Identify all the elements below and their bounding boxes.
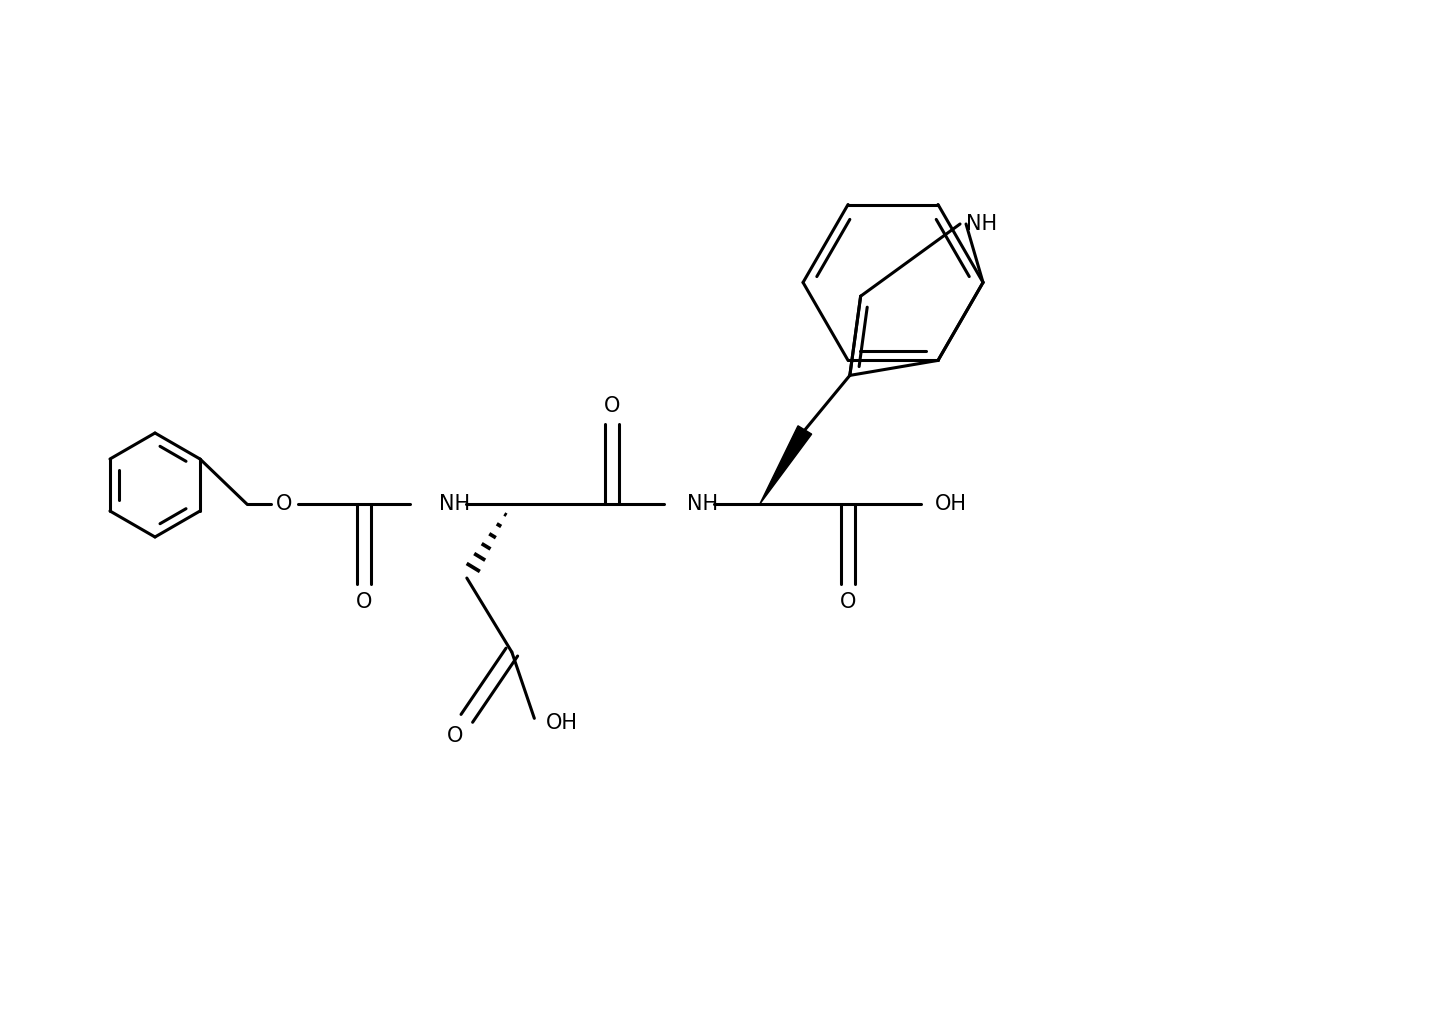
Text: O: O bbox=[447, 727, 463, 746]
Text: O: O bbox=[839, 592, 857, 612]
Text: NH: NH bbox=[687, 494, 717, 514]
Text: O: O bbox=[276, 494, 292, 514]
Text: O: O bbox=[604, 396, 620, 416]
Text: O: O bbox=[356, 592, 372, 612]
Text: OH: OH bbox=[546, 713, 578, 734]
Text: NH: NH bbox=[439, 494, 470, 514]
Polygon shape bbox=[759, 426, 812, 504]
Text: OH: OH bbox=[935, 494, 967, 514]
Text: NH: NH bbox=[966, 214, 998, 234]
